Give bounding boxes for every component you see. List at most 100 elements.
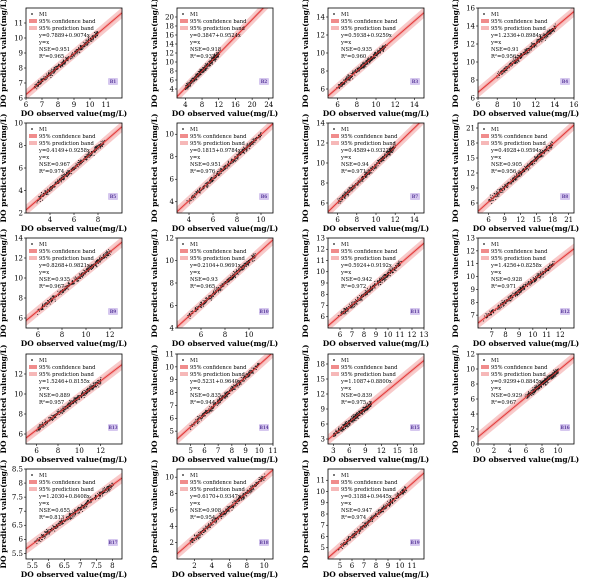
data-point (255, 136, 257, 138)
y-tick-label: 6 (321, 199, 326, 207)
data-point (338, 84, 340, 86)
data-point (375, 166, 377, 169)
data-point (375, 167, 377, 169)
legend-text: y=x (189, 155, 200, 161)
data-point (46, 74, 48, 76)
data-point (383, 280, 386, 282)
data-point (67, 282, 69, 284)
data-point (216, 58, 218, 60)
data-point (347, 188, 349, 190)
x-tick-label: 12 (391, 216, 400, 224)
data-point (514, 176, 516, 178)
data-point (374, 57, 376, 59)
data-point (367, 58, 369, 60)
legend-text: 95% prediction band (190, 141, 246, 147)
data-point (212, 291, 214, 293)
data-point (391, 272, 393, 274)
data-point (351, 305, 353, 308)
data-point (382, 45, 384, 47)
data-point (103, 253, 105, 255)
data-point (34, 84, 36, 86)
data-point (234, 275, 236, 278)
data-point (357, 180, 359, 182)
legend-text: y=0.7889+0.9074x (38, 33, 90, 39)
data-point (39, 83, 41, 85)
data-point (359, 182, 361, 184)
data-point (93, 154, 95, 156)
panel-label: B7 (412, 194, 419, 199)
x-tick-label: 8 (355, 216, 359, 224)
data-point (218, 169, 220, 171)
legend-text: 95% prediction band (491, 26, 547, 32)
y-tick-label: 4 (19, 187, 24, 195)
data-point (38, 310, 41, 312)
data-point (86, 44, 88, 46)
y-tick-label: 8 (19, 64, 23, 72)
data-point (497, 71, 500, 73)
data-point (379, 48, 381, 50)
data-point (377, 160, 379, 162)
legend-text: y=x (340, 270, 351, 276)
data-point (82, 41, 84, 43)
data-point (546, 147, 548, 149)
data-point (45, 73, 47, 75)
data-point (49, 303, 51, 305)
data-point (223, 165, 225, 167)
data-point (340, 310, 343, 312)
legend-text: NSE=0.905 (491, 162, 522, 168)
data-point (540, 152, 542, 154)
data-point (499, 189, 501, 191)
y-tick-label: 10 (165, 257, 174, 265)
data-point (37, 82, 39, 84)
data-point (529, 162, 531, 164)
y-tick-label: 20 (165, 13, 174, 21)
data-point (357, 68, 359, 70)
data-point (196, 191, 198, 193)
data-point (231, 162, 233, 164)
y-tick-label: 10 (165, 131, 174, 139)
data-point (90, 40, 92, 42)
x-tick-label: 10 (257, 216, 266, 224)
data-point (392, 267, 394, 269)
data-point (491, 200, 493, 202)
data-point (99, 261, 101, 263)
legend-text: R²=0.965 (190, 284, 215, 290)
data-point (213, 54, 215, 56)
data-point (345, 77, 347, 79)
data-point (363, 61, 365, 63)
data-point (240, 153, 242, 155)
data-point (388, 150, 390, 152)
data-point (527, 169, 529, 171)
data-point (62, 178, 64, 180)
data-point (88, 270, 90, 272)
data-point (353, 306, 355, 308)
legend-text: y=0.2104+0.9691x (189, 263, 241, 269)
data-point (244, 266, 246, 268)
data-point (523, 283, 525, 286)
data-point (529, 51, 531, 53)
data-point (544, 39, 546, 41)
data-point (77, 160, 80, 162)
data-point (378, 52, 380, 55)
legend-text: 95% confidence band (491, 134, 548, 140)
data-point (195, 74, 198, 76)
data-point (344, 197, 346, 200)
data-point (194, 76, 196, 78)
legend-text: y=x (38, 40, 49, 46)
data-point (383, 154, 386, 157)
y-tick-label: 10 (316, 268, 325, 276)
y-tick-label: 21 (466, 124, 475, 132)
data-point (343, 83, 345, 85)
data-point (98, 261, 100, 263)
data-point (367, 57, 370, 59)
data-point (209, 65, 211, 67)
x-tick-label: 6 (36, 331, 41, 339)
data-point (340, 82, 342, 84)
data-point (192, 77, 194, 79)
y-tick-label: 13 (316, 234, 325, 242)
data-point (247, 260, 249, 262)
data-point (84, 273, 86, 275)
data-point (51, 68, 53, 70)
